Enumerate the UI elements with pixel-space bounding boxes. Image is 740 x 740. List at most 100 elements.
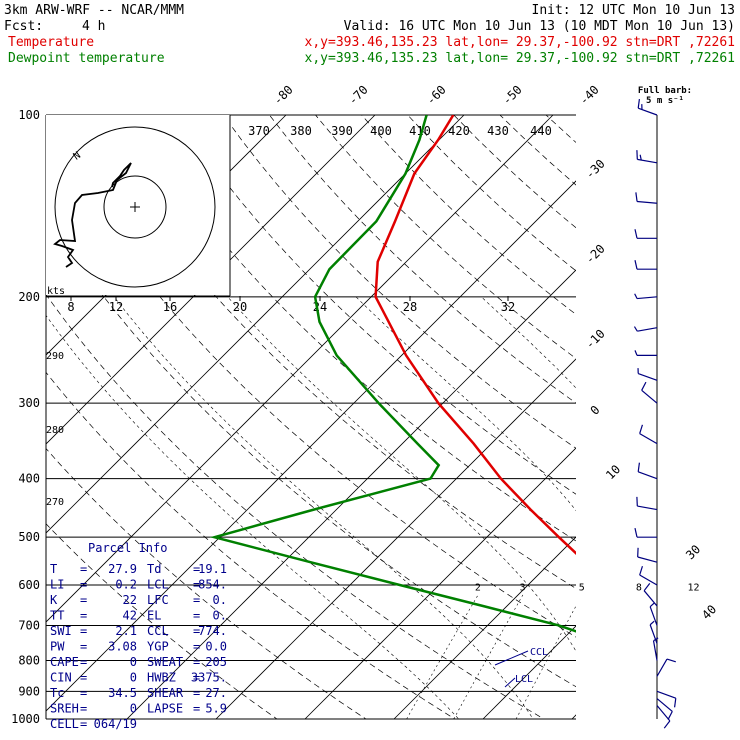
isotherm-line: [482, 625, 576, 719]
legend-temperature-name: Temperature: [8, 35, 94, 50]
parcel-eq: =: [80, 640, 87, 654]
pressure-label: 300: [18, 396, 40, 410]
parcel-key: LFC: [147, 593, 169, 607]
parcel-key: LAPSE: [147, 702, 183, 716]
pressure-label: 200: [18, 290, 40, 304]
parcel-info-title: Parcel Info: [88, 541, 167, 555]
temperature-profile: [374, 115, 576, 555]
pressure-label: 600: [18, 578, 40, 592]
mixing-ratio-line: [515, 605, 576, 719]
wind-barb: [634, 350, 657, 356]
theta-label: 290: [46, 351, 64, 362]
wind-barb: [636, 496, 658, 511]
mixing-ratio-line: [631, 594, 691, 719]
parcel-value: 854.: [198, 578, 227, 592]
parcel-eq: =: [80, 717, 87, 731]
isotherm-line: [661, 115, 740, 719]
isotherm-label: -30: [583, 157, 608, 182]
parcel-eq: =: [80, 609, 87, 623]
dry-adiabat: [684, 115, 740, 732]
wind-barb: [643, 582, 658, 607]
dry-adiabat: [453, 115, 576, 229]
dry-adiabat: [361, 115, 576, 315]
wind-barb: [634, 293, 658, 300]
dry-adiabat: [269, 115, 576, 404]
isotherm-label: -80: [271, 83, 296, 108]
parcel-value: 27.: [205, 686, 227, 700]
wind-barb: [656, 658, 676, 677]
wind-barb: [649, 602, 658, 626]
wind-barb: [656, 698, 673, 720]
parcel-eq: =: [193, 640, 200, 654]
dry-adiabat: [545, 115, 576, 143]
parcel-key: PW: [50, 640, 65, 654]
parcel-key: EL: [147, 609, 161, 623]
theta-label: 390: [331, 124, 353, 138]
wind-barb: [634, 528, 657, 538]
theta-label: 280: [46, 425, 64, 436]
parcel-key: LI: [50, 578, 64, 592]
fcst-value: 4 h: [82, 19, 105, 34]
moist-adiabat: [355, 296, 576, 511]
wind-barb: [652, 637, 659, 661]
isotherm-line: [393, 536, 576, 719]
barb-legend-value: 5 m s⁻¹: [646, 96, 684, 106]
parcel-value: 22: [123, 593, 137, 607]
moist-adiabat: [46, 314, 460, 719]
moist-adiabat: [655, 297, 740, 732]
parcel-eq: =: [193, 624, 200, 638]
hodograph-ring-inner: [103, 175, 167, 239]
wind-barb: [639, 424, 658, 445]
parcel-key: Tc: [50, 686, 64, 700]
mixing-ratio-label: 2: [475, 583, 481, 594]
parcel-key: K: [50, 593, 58, 607]
isotherm-label: 0: [588, 403, 603, 418]
parcel-key: YGP: [147, 640, 169, 654]
init-time: Init: 12 UTC Mon 10 Jun 13: [532, 3, 736, 18]
wind-barb: [649, 620, 658, 644]
dry-adiabat: [46, 447, 367, 719]
legend-temperature-info: x,y=393.46,135.23 lat,lon= 29.37,-100.92…: [305, 35, 735, 50]
ccl-annotation: CCL: [494, 647, 548, 666]
wind-barb: [639, 566, 658, 586]
parcel-value: 2.1: [115, 624, 137, 638]
wind-barb: [636, 150, 658, 164]
parcel-key: T: [50, 562, 57, 576]
wind-barb: [637, 98, 658, 116]
parcel-eq: =: [193, 562, 200, 576]
wind-barb: [637, 547, 658, 563]
hodograph-center-icon: [130, 202, 140, 212]
isotherm-label: -60: [424, 83, 449, 108]
pressure-label: 900: [18, 684, 40, 698]
pressure-label: 100: [18, 108, 40, 122]
wind-barb: [656, 705, 671, 729]
parcel-key: CCL: [147, 624, 169, 638]
theta-label: 270: [46, 497, 64, 508]
parcel-eq: =: [80, 702, 87, 716]
parcel-eq: =: [193, 671, 200, 685]
parcel-value: 0: [130, 671, 137, 685]
svg-text:LCL: LCL: [515, 674, 533, 685]
parcel-eq: =: [193, 609, 200, 623]
isotherm-label: -40: [577, 83, 602, 108]
dry-adiabat: [638, 115, 740, 732]
moist-adiabat: [481, 296, 576, 389]
parcel-value: 064/19: [94, 717, 137, 731]
parcel-value: 0: [130, 655, 137, 669]
wind-barb: [633, 326, 658, 332]
parcel-value: 34.5: [108, 686, 137, 700]
wind-barb: [656, 690, 677, 708]
parcel-key: SWI: [50, 624, 72, 638]
parcel-key: SWEAT: [147, 655, 183, 669]
mixing-ratio-line: [453, 593, 524, 719]
mixing-ratio-label: 8: [636, 583, 642, 594]
parcel-value: 3.08: [108, 640, 137, 654]
parcel-value: 0: [130, 702, 137, 716]
parcel-eq: =: [80, 593, 87, 607]
dry-adiabat: [315, 115, 576, 359]
wind-speed-label: 12: [109, 300, 123, 314]
wind-barb: [635, 192, 658, 204]
parcel-value: 42: [123, 609, 137, 623]
